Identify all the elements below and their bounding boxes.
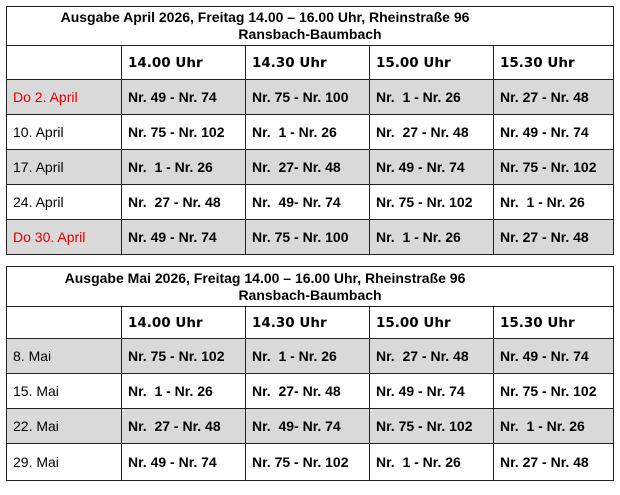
header-time: 15.30 Uhr [492, 45, 615, 80]
number-range-cell: Nr. 75 - Nr. 102 [369, 184, 494, 220]
header-row: 14.00 Uhr 14.30 Uhr 15.00 Uhr 15.30 Uhr [6, 306, 615, 339]
date-cell: 22. Mai [6, 408, 122, 444]
number-range-cell: Nr. 27 - Nr. 48 [121, 408, 246, 444]
date-cell: 24. April [6, 184, 122, 220]
date-cell: 8. Mai [6, 338, 122, 374]
header-empty [6, 306, 122, 339]
number-range-cell: Nr. 75 - Nr. 102 [492, 373, 615, 409]
number-range-cell: Nr. 1 - Nr. 26 [245, 114, 370, 150]
number-range-cell: Nr. 75 - Nr. 102 [492, 149, 615, 185]
number-range-cell: Nr. 1 - Nr. 26 [369, 79, 494, 115]
number-range-cell: Nr. 27 - Nr. 48 [369, 338, 494, 374]
number-range-cell: Nr. 75 - Nr. 102 [369, 408, 494, 444]
header-time: 14.00 Uhr [121, 45, 246, 80]
table-row: 10. April Nr. 75 - Nr. 102 Nr. 1 - Nr. 26 N… [6, 114, 615, 150]
header-time: 14.00 Uhr [121, 306, 246, 339]
number-range-cell: Nr. 75 - Nr. 102 [121, 114, 246, 150]
number-range-cell: Nr. 75 - Nr. 102 [245, 443, 370, 481]
number-range-cell: Nr. 49 - Nr. 74 [369, 149, 494, 185]
table-row: Do 2. April Nr. 49 - Nr. 74 Nr. 75 - Nr. 1… [6, 79, 615, 115]
table-row: 8. Mai Nr. 75 - Nr. 102 Nr. 1 - Nr. 26 Nr. … [6, 338, 615, 374]
number-range-cell: Nr. 49 - Nr. 74 [121, 219, 246, 255]
date-cell: 15. Mai [6, 373, 122, 409]
table-row: 22. Mai Nr. 27 - Nr. 48 Nr. 49- Nr. 74 Nr. … [6, 408, 615, 444]
table-title-row: Ausgabe April 2026, Freitag 14.00 – 16.0… [5, 6, 615, 46]
date-cell: Do 2. April [6, 79, 122, 115]
number-range-cell: Nr. 27- Nr. 48 [245, 149, 370, 185]
number-range-cell: Nr. 1 - Nr. 26 [245, 338, 370, 374]
number-range-cell: Nr. 75 - Nr. 102 [121, 338, 246, 374]
title-line-2: Ransbach-Baumbach [238, 286, 382, 303]
header-row: 14.00 Uhr 14.30 Uhr 15.00 Uhr 15.30 Uhr [6, 45, 615, 80]
header-time: 15.00 Uhr [369, 306, 494, 339]
number-range-cell: Nr. 49 - Nr. 74 [369, 373, 494, 409]
number-range-cell: Nr. 1 - Nr. 26 [121, 373, 246, 409]
header-time: 14.30 Uhr [245, 306, 370, 339]
number-range-cell: Nr. 27 - Nr. 48 [492, 79, 615, 115]
table-title: Ausgabe April 2026, Freitag 14.00 – 16.0… [5, 6, 615, 46]
mai-schedule-table: Ausgabe Mai 2026, Freitag 14.00 – 16.00 … [5, 266, 615, 481]
number-range-cell: Nr. 1 - Nr. 26 [492, 408, 615, 444]
date-cell: 17. April [6, 149, 122, 185]
date-cell: Do 30. April [6, 219, 122, 255]
number-range-cell: Nr. 49 - Nr. 74 [121, 443, 246, 481]
number-range-cell: Nr. 49- Nr. 74 [245, 184, 370, 220]
number-range-cell: Nr. 1 - Nr. 26 [492, 184, 615, 220]
number-range-cell: Nr. 27 - Nr. 48 [121, 184, 246, 220]
number-range-cell: Nr. 27- Nr. 48 [245, 373, 370, 409]
table-title: Ausgabe Mai 2026, Freitag 14.00 – 16.00 … [5, 266, 615, 307]
number-range-cell: Nr. 49- Nr. 74 [245, 408, 370, 444]
number-range-cell: Nr. 49 - Nr. 74 [492, 114, 615, 150]
number-range-cell: Nr. 27 - Nr. 48 [492, 219, 615, 255]
title-line-2: Ransbach-Baumbach [238, 26, 382, 42]
table-row: 24. April Nr. 27 - Nr. 48 Nr. 49- Nr. 74 Nr… [6, 184, 615, 220]
date-cell: 10. April [6, 114, 122, 150]
table-row: 17. April Nr. 1 - Nr. 26 Nr. 27- Nr. 48 Nr.… [6, 149, 615, 185]
table-row: Do 30. April Nr. 49 - Nr. 74 Nr. 75 - Nr. … [6, 219, 615, 255]
number-range-cell: Nr. 1 - Nr. 26 [369, 443, 494, 481]
date-cell: 29. Mai [6, 443, 122, 481]
title-line-1: Ausgabe April 2026, Freitag 14.00 – 16.0… [60, 9, 470, 25]
header-time: 15.00 Uhr [369, 45, 494, 80]
number-range-cell: Nr. 49 - Nr. 74 [492, 338, 615, 374]
table-title-row: Ausgabe Mai 2026, Freitag 14.00 – 16.00 … [5, 266, 615, 307]
title-line-1: Ausgabe Mai 2026, Freitag 14.00 – 16.00 … [64, 269, 466, 286]
number-range-cell: Nr. 1 - Nr. 26 [369, 219, 494, 255]
number-range-cell: Nr. 1 - Nr. 26 [121, 149, 246, 185]
number-range-cell: Nr. 27 - Nr. 48 [369, 114, 494, 150]
number-range-cell: Nr. 75 - Nr. 100 [245, 79, 370, 115]
header-time: 14.30 Uhr [245, 45, 370, 80]
number-range-cell: Nr. 75 - Nr. 100 [245, 219, 370, 255]
number-range-cell: Nr. 27 - Nr. 48 [492, 443, 615, 481]
header-time: 15.30 Uhr [492, 306, 615, 339]
april-schedule-table: Ausgabe April 2026, Freitag 14.00 – 16.0… [5, 6, 615, 255]
header-empty [6, 45, 122, 80]
number-range-cell: Nr. 49 - Nr. 74 [121, 79, 246, 115]
table-row: 29. Mai Nr. 49 - Nr. 74 Nr. 75 - Nr. 102 Nr… [6, 443, 615, 481]
table-row: 15. Mai Nr. 1 - Nr. 26 Nr. 27- Nr. 48 Nr. 4… [6, 373, 615, 409]
